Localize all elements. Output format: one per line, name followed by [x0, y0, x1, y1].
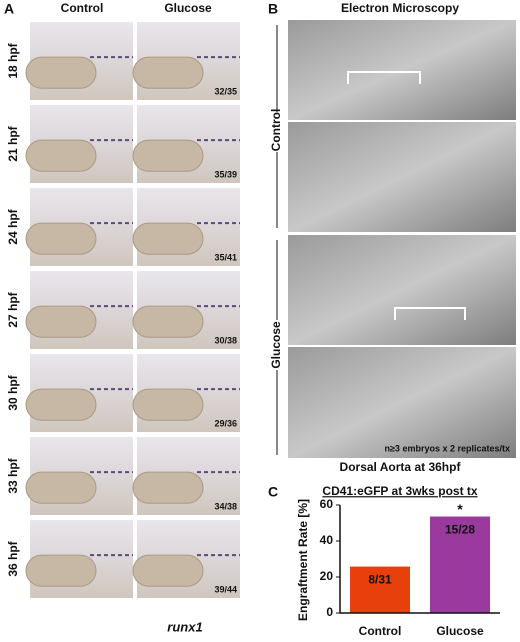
y-tick-label: 40 — [320, 533, 334, 547]
bracket — [347, 71, 466, 320]
value-label: 15/28 — [445, 523, 475, 537]
yolk — [132, 222, 204, 255]
em-image — [288, 235, 516, 345]
column-header: Control — [61, 1, 104, 15]
column-header: Glucose — [164, 1, 212, 15]
yolk — [25, 388, 97, 421]
group-label: Control — [269, 109, 283, 152]
value-label: 8/31 — [368, 573, 392, 587]
yolk — [132, 139, 204, 172]
yolk — [132, 471, 204, 504]
note: n≥3 embryos x 2 replicates/tx — [385, 443, 511, 453]
panel-b: B Electron Microscopy Control Glucose n≥… — [268, 1, 516, 474]
x-tick-label: Glucose — [436, 624, 484, 638]
panel-label: A — [4, 1, 14, 17]
panel-title: Electron Microscopy — [341, 1, 459, 15]
time-label: 21 hpf — [6, 125, 20, 161]
yolk — [25, 554, 97, 587]
time-label: 24 hpf — [6, 208, 20, 244]
yolk — [25, 222, 97, 255]
yolk — [25, 471, 97, 504]
caption: Dorsal Aorta at 36hpf — [340, 460, 462, 474]
ratio-label: 29/36 — [214, 418, 237, 428]
chart-title: CD41:eGFP at 3wks post tx — [322, 484, 477, 498]
bar — [350, 566, 410, 613]
gene-label: runx1 — [167, 619, 202, 634]
y-tick-label: 0 — [326, 605, 333, 619]
ratio-label: 30/38 — [214, 335, 237, 345]
yolk — [132, 388, 204, 421]
y-axis-label: Engraftment Rate [%] — [296, 499, 310, 621]
ratio-label: 35/41 — [214, 252, 237, 262]
yolk — [132, 56, 204, 89]
ratio-label: 35/39 — [214, 169, 237, 179]
em-image — [288, 347, 516, 458]
em-image — [288, 20, 516, 120]
time-label: 27 hpf — [6, 291, 20, 327]
yolk — [132, 554, 204, 587]
y-tick-label: 60 — [320, 497, 334, 511]
panel-a: A Control Glucose runx1 18 hpf 32/35 21 hp… — [4, 1, 240, 634]
yolk — [25, 56, 97, 89]
x-tick-label: Control — [359, 624, 402, 638]
annotation: * — [457, 501, 463, 517]
group-label: Glucose — [269, 321, 283, 369]
time-label: 36 hpf — [6, 540, 20, 576]
y-tick-label: 20 — [320, 569, 334, 583]
time-label: 33 hpf — [6, 457, 20, 493]
panel-label: C — [268, 484, 278, 500]
time-label: 30 hpf — [6, 374, 20, 410]
yolk — [132, 305, 204, 338]
time-label: 18 hpf — [6, 42, 20, 78]
ratio-label: 39/44 — [214, 584, 237, 594]
yolk — [25, 139, 97, 172]
axes — [339, 505, 500, 614]
em-image — [288, 122, 516, 232]
panel-c: C CD41:eGFP at 3wks post tx Engraftment … — [268, 484, 500, 638]
ratio-label: 32/35 — [214, 86, 237, 96]
panel-label: B — [268, 1, 278, 17]
yolk — [25, 305, 97, 338]
bar — [430, 516, 490, 613]
ratio-label: 34/38 — [214, 501, 237, 511]
